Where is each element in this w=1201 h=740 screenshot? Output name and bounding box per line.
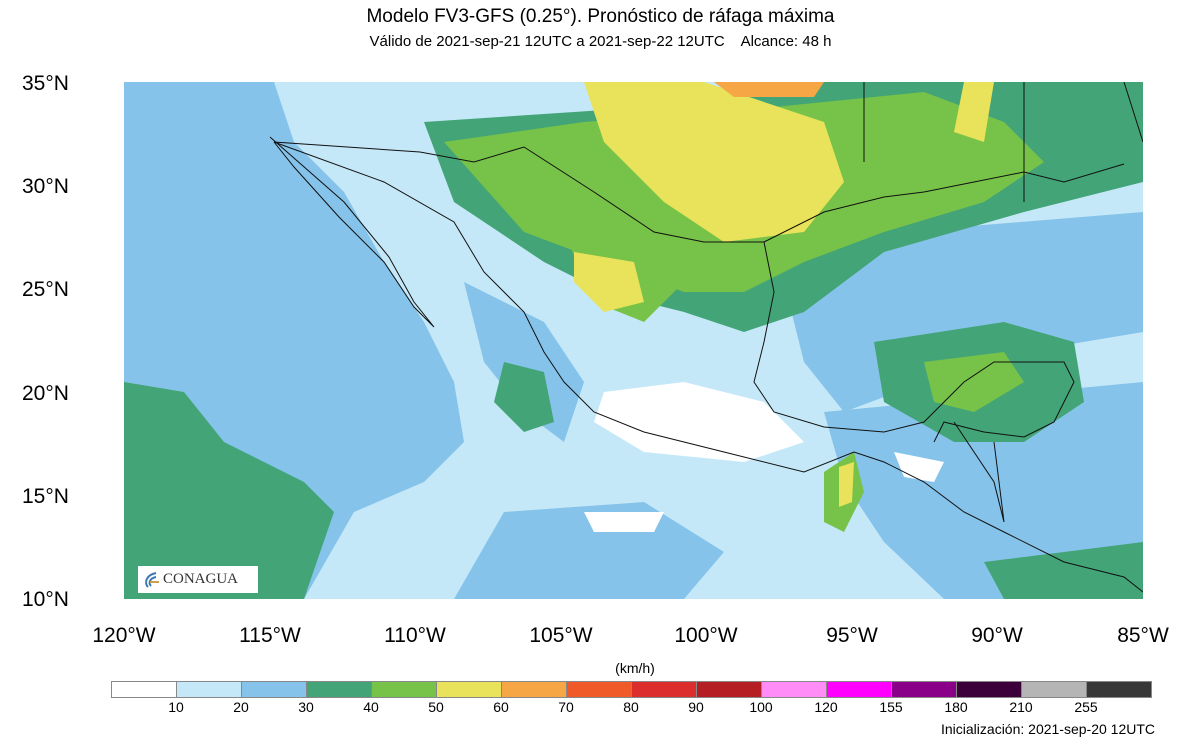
colorbar-tick: 60	[493, 699, 509, 715]
lon-label: 110°W	[384, 624, 446, 647]
colorbar-swatch	[827, 682, 892, 697]
colorbar-tick: 50	[428, 699, 444, 715]
colorbar-tick: 90	[688, 699, 704, 715]
coastlines-borders	[269, 82, 1143, 593]
colorbar-swatch	[1087, 682, 1151, 697]
colorbar-tick: 255	[1074, 699, 1098, 715]
lat-label: 35°N	[22, 72, 69, 95]
lat-label: 20°N	[22, 382, 69, 405]
colorbar-tick: 100	[749, 699, 773, 715]
lon-label: 105°W	[529, 624, 593, 647]
map-title: Modelo FV3-GFS (0.25°). Pronóstico de rá…	[366, 6, 835, 27]
colorbar-swatch	[567, 682, 632, 697]
colorbar-unit: (km/h)	[615, 660, 655, 676]
conagua-logo-text: CONAGUA	[163, 571, 238, 587]
colorbar-swatch	[112, 682, 177, 697]
colorbar-tick: 180	[944, 699, 968, 715]
colorbar-swatch	[632, 682, 697, 697]
conagua-logo: CONAGUA	[138, 566, 258, 593]
colorbar-swatch	[762, 682, 827, 697]
lon-label: 115°W	[239, 624, 301, 647]
colorbar-swatch	[307, 682, 372, 697]
gust-field	[124, 82, 1143, 599]
lat-label: 30°N	[22, 175, 69, 198]
lon-label: 95°W	[826, 624, 878, 647]
map-subtitle: Válido de 2021-sep-21 12UTC a 2021-sep-2…	[369, 33, 832, 50]
colorbar-tick: 120	[814, 699, 838, 715]
colorbar-swatch	[372, 682, 437, 697]
colorbar-tick: 155	[879, 699, 903, 715]
colorbar-tick: 210	[1009, 699, 1033, 715]
lat-label: 15°N	[22, 485, 69, 508]
colorbar-tick: 20	[233, 699, 249, 715]
colorbar-tick: 80	[623, 699, 639, 715]
conagua-logo-icon	[145, 571, 159, 588]
colorbar-swatch	[1022, 682, 1087, 697]
colorbar-tick: 30	[298, 699, 314, 715]
lon-label: 120°W	[92, 624, 156, 647]
colorbar-tick: 10	[168, 699, 184, 715]
lon-label: 85°W	[1117, 624, 1169, 647]
colorbar-tick: 40	[363, 699, 379, 715]
colorbar-tick: 70	[558, 699, 574, 715]
lon-label: 90°W	[971, 624, 1023, 647]
colorbar-swatch	[957, 682, 1022, 697]
colorbar-swatch	[242, 682, 307, 697]
colorbar-swatch	[437, 682, 502, 697]
colorbar-swatch	[892, 682, 957, 697]
colorbar-swatch	[697, 682, 762, 697]
colorbar	[111, 681, 1152, 698]
lat-label: 25°N	[22, 278, 69, 301]
colorbar-swatch	[177, 682, 242, 697]
lon-label: 100°W	[674, 624, 738, 647]
initialization-time: Inicialización: 2021-sep-20 12UTC	[941, 721, 1155, 737]
colorbar-swatch	[502, 682, 567, 697]
lat-label: 10°N	[22, 588, 69, 611]
wind-gust-map	[124, 82, 1143, 599]
